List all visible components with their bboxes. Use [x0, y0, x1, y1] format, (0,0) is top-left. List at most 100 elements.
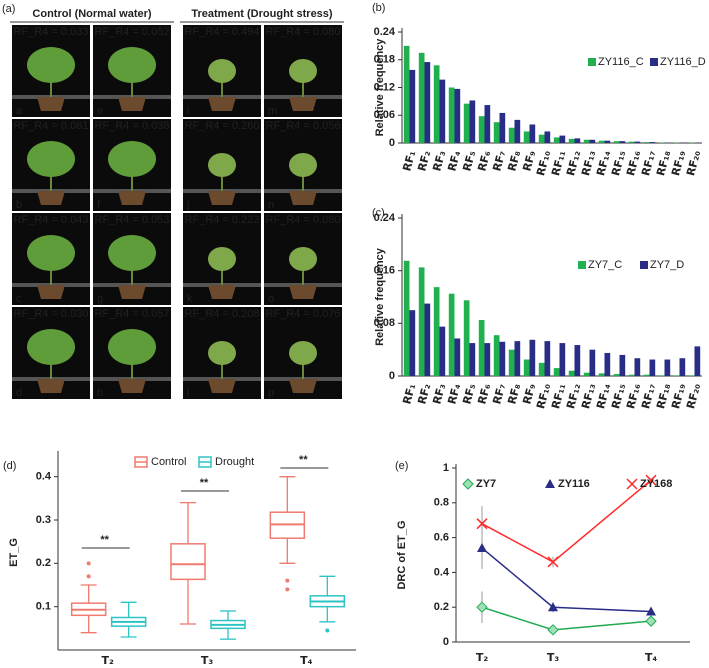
y-tick-label: 0.12	[374, 81, 395, 93]
bar	[679, 358, 686, 376]
bar	[583, 372, 590, 376]
y-tick-label: 0	[389, 370, 395, 382]
photo-caption: RF_R4 = 0.080	[266, 214, 341, 226]
panel-label: (c)	[372, 207, 385, 219]
foliage	[289, 247, 317, 271]
bar	[589, 139, 596, 143]
foliage	[108, 47, 156, 83]
bar	[544, 131, 551, 143]
foliage	[208, 153, 236, 177]
bar	[559, 343, 566, 376]
x-tick-label: RF₁	[400, 382, 418, 406]
photo-caption: RF_R4 = 0.080	[266, 26, 341, 38]
bar	[409, 69, 416, 143]
bar	[664, 359, 671, 376]
y-axis-label: Relative frequency	[374, 247, 386, 346]
bar	[448, 293, 455, 376]
x-tick-label: RF₁	[400, 149, 418, 173]
bar	[559, 135, 566, 143]
x-tick-label: RF₁₄	[594, 149, 613, 177]
annotation: **	[299, 454, 308, 466]
y-tick-label: 0	[443, 636, 449, 648]
marker	[548, 602, 558, 612]
y-tick-label: 0	[389, 137, 395, 149]
bar	[613, 374, 620, 376]
pot	[208, 97, 236, 111]
pot	[118, 97, 146, 111]
bar	[478, 116, 485, 143]
bar	[544, 341, 551, 376]
outlier	[86, 561, 91, 566]
pot	[208, 285, 236, 299]
y-tick-label: 0.8	[434, 497, 449, 509]
bar	[484, 105, 491, 143]
bar	[469, 343, 476, 376]
photo-letter: b	[16, 199, 22, 211]
pot	[37, 285, 65, 299]
bar	[673, 375, 680, 376]
pot	[289, 379, 317, 393]
legend-marker	[462, 478, 474, 490]
photo-caption: RF_R4 = 0.056	[266, 120, 341, 132]
panel-label: (b)	[372, 2, 385, 14]
y-tick-label: 0.16	[374, 265, 395, 277]
legend-swatch	[640, 261, 648, 269]
photo-letter: a	[16, 105, 23, 117]
x-tick-label: RF₁₃	[579, 149, 598, 177]
x-tick-label: RF₈	[505, 149, 523, 173]
y-tick-label: 0.24	[374, 26, 396, 38]
bar	[688, 375, 695, 376]
photo-letter: o	[268, 293, 274, 305]
pot	[289, 285, 317, 299]
marker	[476, 601, 488, 613]
photo-caption: RF_R4 = 0.076	[266, 308, 341, 320]
bar	[538, 134, 545, 143]
pot	[289, 191, 317, 205]
x-tick-label: RF₁₇	[639, 149, 658, 177]
pot	[37, 97, 65, 111]
panel-label: (e)	[395, 460, 408, 472]
bar	[643, 142, 650, 143]
x-tick-label: RF₂₀	[684, 382, 703, 410]
outlier	[285, 587, 290, 592]
x-tick-label: RF₅	[460, 149, 478, 173]
x-tick-label: T₄	[645, 651, 658, 664]
x-tick-label: RF₁₉	[669, 382, 688, 410]
bar	[553, 137, 560, 143]
x-tick-label: T₂	[476, 651, 489, 664]
bar	[523, 131, 530, 143]
x-tick-label: RF₁₆	[624, 382, 643, 410]
marker	[646, 606, 656, 616]
bar	[658, 375, 665, 376]
photo-letter: i	[187, 105, 189, 117]
annotation: **	[100, 534, 109, 546]
bar	[514, 119, 521, 143]
x-tick-label: T₃	[201, 654, 214, 667]
y-tick-label: 0.2	[434, 601, 449, 613]
x-tick-label: T₄	[300, 654, 313, 667]
bar	[649, 359, 656, 376]
x-tick-label: RF₃	[430, 149, 448, 173]
box	[170, 543, 206, 581]
bar	[619, 141, 626, 143]
x-tick-label: RF₉	[520, 382, 538, 406]
photo-letter: c	[16, 293, 22, 305]
x-tick-label: RF₃	[430, 382, 448, 406]
x-tick-label: RF₁₀	[534, 382, 553, 410]
bar	[433, 65, 440, 143]
pot	[208, 379, 236, 393]
marker	[476, 518, 488, 530]
bar	[463, 103, 470, 143]
x-tick-label: RF₁₃	[579, 382, 598, 410]
bar	[643, 374, 650, 376]
x-tick-label: RF₁₆	[624, 149, 643, 177]
bar	[418, 52, 425, 143]
y-tick-label: 1	[443, 462, 449, 474]
y-axis-label: DRC of ET_G	[396, 520, 408, 589]
marker	[645, 615, 657, 627]
photo-caption: RF_R4 = 0.052	[95, 26, 170, 38]
x-tick-label: RF₁₂	[564, 382, 583, 410]
foliage	[108, 235, 156, 271]
column-header: Control (Normal water)	[32, 8, 152, 20]
bar	[574, 138, 581, 143]
